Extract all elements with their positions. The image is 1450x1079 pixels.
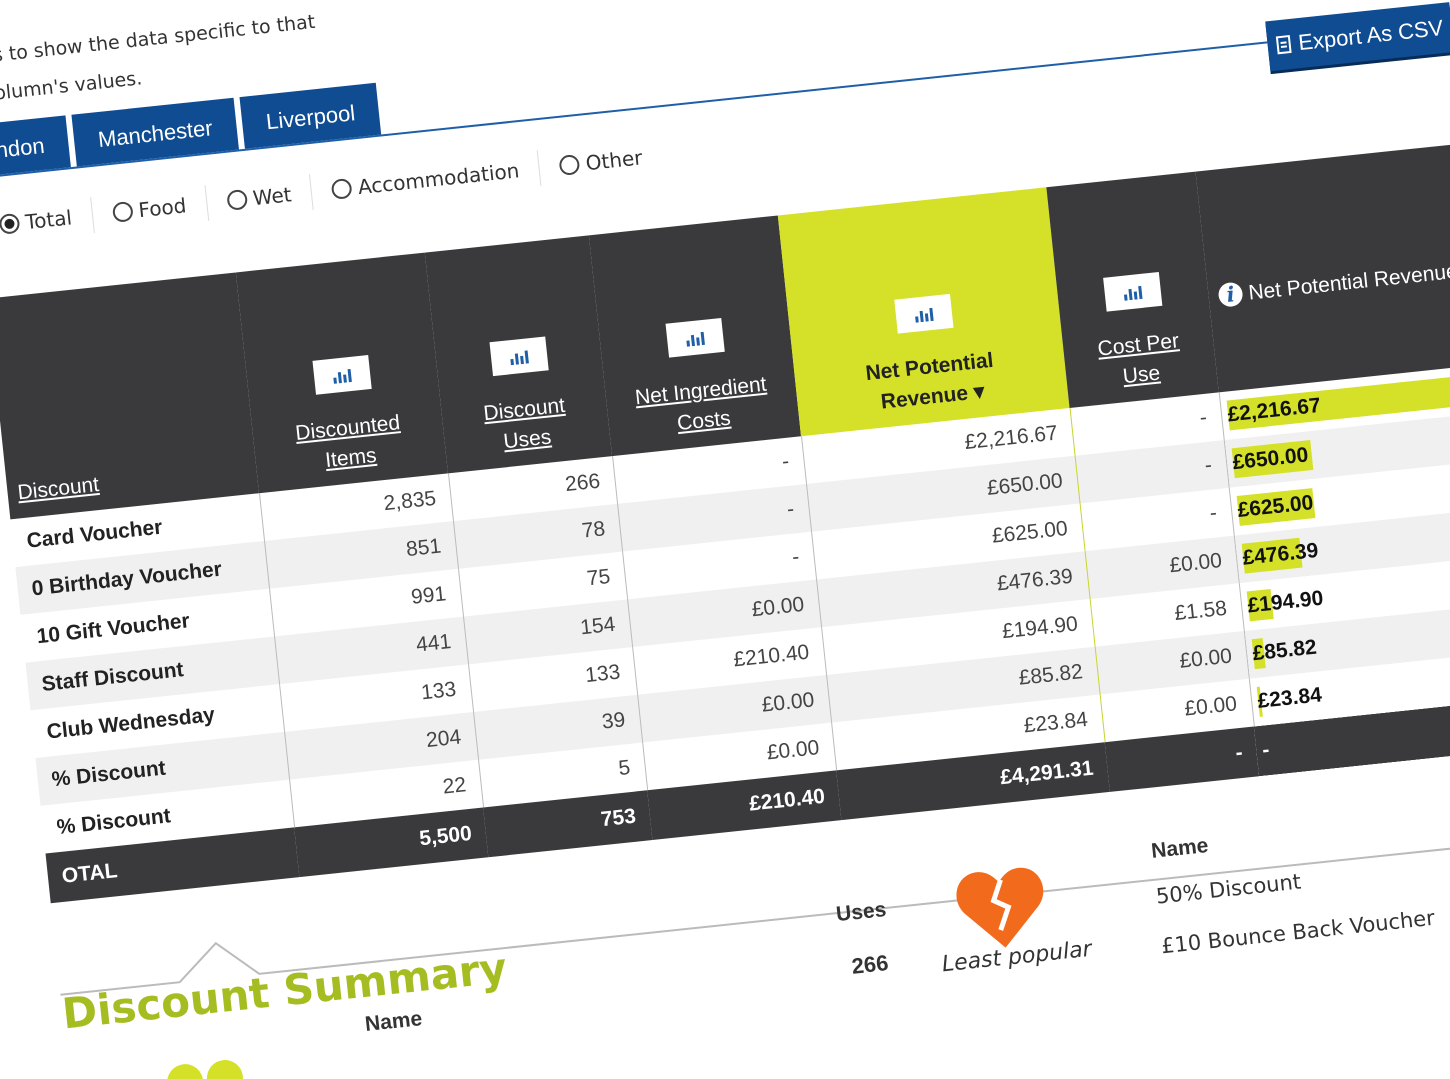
bar-chart-icon[interactable]: [489, 336, 549, 377]
radio-wet[interactable]: Wet: [205, 174, 315, 221]
radio-total[interactable]: Total: [0, 197, 95, 245]
col-net-potential-revenue[interactable]: Net Potential Revenue ▾: [777, 187, 1070, 437]
radio-label: Total: [24, 205, 74, 235]
radio-label: Wet: [251, 182, 293, 211]
radio-other[interactable]: Other: [538, 137, 664, 186]
col-revenue-bars: i Net Potential Revenue: [1195, 141, 1450, 393]
summary-name-heading: Name: [363, 1007, 424, 1036]
radio-unchecked-icon: [331, 177, 354, 200]
radio-unchecked-icon: [558, 153, 581, 176]
radio-unchecked-icon: [111, 200, 134, 223]
radio-label: Food: [137, 193, 188, 223]
radio-label: Other: [584, 145, 644, 176]
section-divider: [60, 830, 1450, 996]
least-popular-name-2: £10 Bounce Back Voucher: [1160, 905, 1436, 959]
radio-label: Accommodation: [356, 158, 521, 200]
radio-accommodation[interactable]: Accommodation: [310, 150, 542, 210]
col-discount-uses[interactable]: Discount Uses: [424, 235, 613, 474]
uses-value: 266: [850, 950, 890, 979]
bar-chart-icon[interactable]: [894, 293, 954, 334]
bar-chart-icon[interactable]: [312, 355, 372, 395]
revenue-bar-label: £23.84: [1256, 683, 1323, 713]
broken-heart-icon: [956, 867, 1044, 948]
info-icon[interactable]: i: [1217, 281, 1244, 308]
col-discounted-items[interactable]: Discounted Items: [235, 252, 448, 494]
tab-liverpool[interactable]: Liverpool: [239, 82, 382, 149]
tab-manchester[interactable]: Manchester: [71, 97, 239, 167]
col-cost-per-use[interactable]: Cost Per Use: [1046, 171, 1219, 409]
smile-icon: [167, 1059, 243, 1079]
export-label: Export As CSV: [1297, 14, 1445, 56]
bar-chart-icon[interactable]: [665, 317, 725, 358]
radio-unchecked-icon: [225, 188, 248, 211]
radio-food[interactable]: Food: [90, 185, 209, 233]
discount-table: Discount Discounted Items Discount Uses …: [0, 141, 1450, 904]
radio-checked-icon: [0, 212, 21, 235]
export-csv-button[interactable]: Export As CSV: [1265, 2, 1450, 72]
col-net-ingredient-costs[interactable]: Net Ingredient Costs: [588, 215, 802, 457]
document-icon: [1275, 35, 1292, 55]
bar-chart-icon[interactable]: [1103, 271, 1163, 312]
col-info-label: Net Potential Revenue: [1247, 259, 1450, 305]
col-discount[interactable]: Discount: [0, 272, 260, 520]
